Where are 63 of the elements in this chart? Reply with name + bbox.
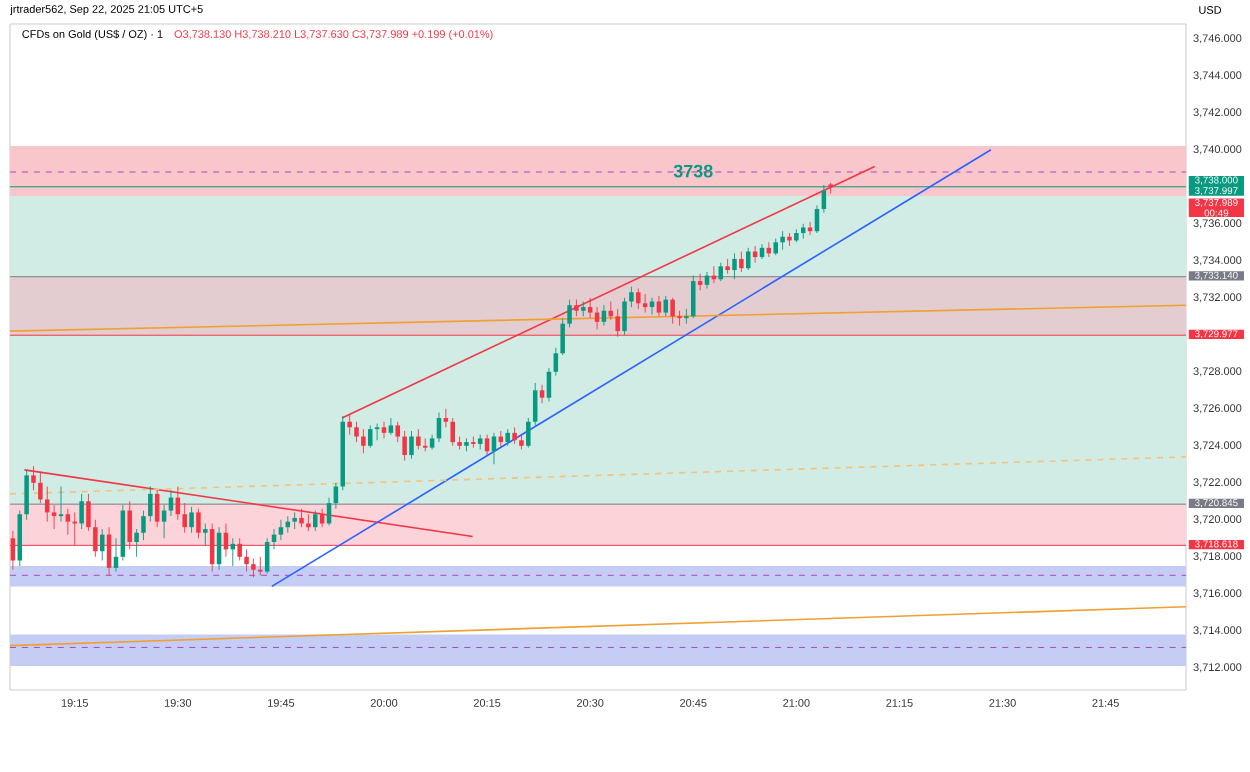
candlestick: [553, 347, 559, 376]
candlestick: [58, 486, 64, 523]
candlestick: [697, 273, 703, 291]
candlestick: [560, 317, 565, 356]
candlestick: [656, 295, 662, 317]
candlestick: [258, 556, 263, 576]
candlestick: [86, 493, 91, 532]
candlestick: [649, 297, 655, 315]
candlestick: [361, 428, 366, 454]
candlestick: [677, 310, 682, 326]
candlestick: [636, 288, 641, 310]
candlestick: [484, 434, 490, 456]
candlestick: [17, 510, 23, 567]
candlestick: [354, 421, 359, 443]
candlestick: [450, 417, 455, 447]
candlestick: [471, 436, 476, 449]
candlestick: [203, 523, 208, 547]
candlestick: [24, 469, 29, 521]
candlestick: [395, 421, 400, 443]
candlestick: [807, 221, 813, 236]
candlestick: [670, 297, 675, 325]
candlestick: [189, 506, 194, 534]
candlestick: [99, 528, 105, 561]
candlestick: [79, 493, 84, 530]
candlestick: [416, 428, 421, 450]
candlestick: [374, 423, 380, 441]
candlestick: [51, 504, 57, 530]
candlestick: [780, 230, 785, 251]
candlestick: [141, 510, 146, 541]
candlestick: [684, 308, 689, 325]
candlestick: [196, 508, 201, 539]
candlestick: [422, 437, 428, 452]
candlestick: [44, 486, 50, 523]
candlestick: [409, 430, 414, 460]
candlestick: [65, 508, 71, 536]
candlestick: [532, 382, 538, 426]
candlestick: [739, 251, 744, 273]
candlestick: [388, 417, 394, 436]
candlestick: [526, 417, 531, 449]
candlestick: [333, 482, 339, 510]
candlestick: [718, 262, 724, 282]
band-label: 3738: [673, 164, 713, 178]
candlestick: [299, 508, 304, 528]
candlestick: [642, 293, 648, 314]
candlestick: [732, 252, 737, 280]
candlestick: [629, 286, 634, 308]
candlestick: [134, 528, 139, 558]
candlestick: [691, 275, 696, 319]
candlestick: [278, 519, 284, 541]
candlestick: [587, 297, 593, 319]
candlestick: [567, 299, 572, 328]
candlestick: [402, 430, 407, 462]
candlestick: [663, 295, 669, 317]
candlestick: [168, 489, 174, 517]
candlestick: [313, 510, 318, 532]
candlestick: [381, 421, 387, 439]
candlestick: [148, 486, 153, 523]
candlestick: [251, 558, 256, 578]
candlestick: [368, 425, 373, 449]
candlestick: [539, 384, 545, 404]
candlestick: [182, 502, 187, 534]
candlestick: [622, 297, 627, 336]
candlestick: [264, 537, 270, 574]
